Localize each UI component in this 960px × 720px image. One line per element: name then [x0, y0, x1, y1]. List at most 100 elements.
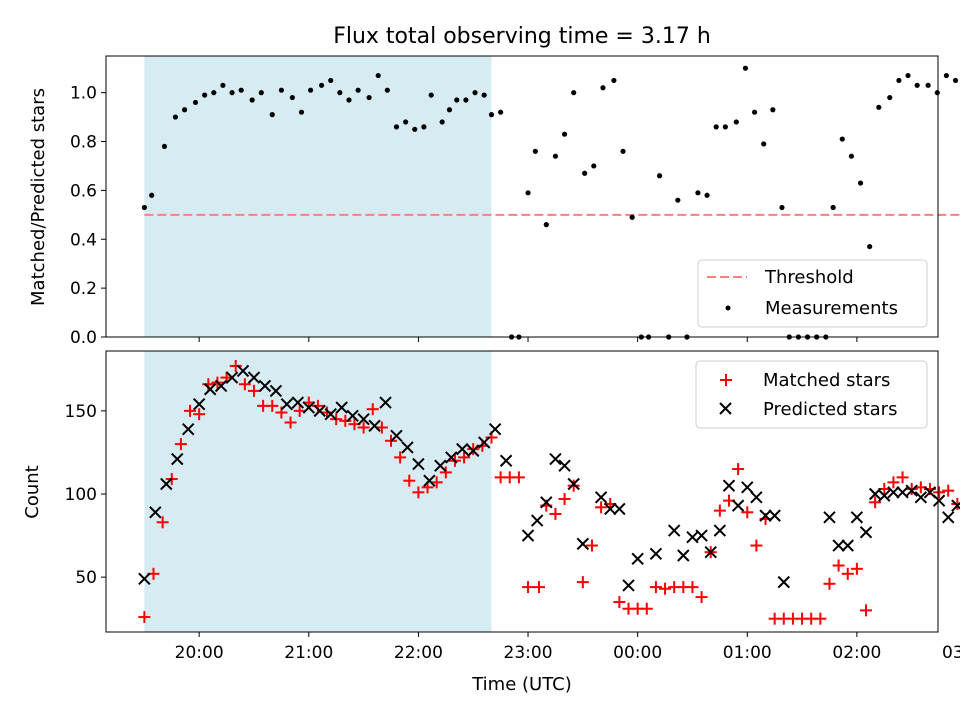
measurement-point — [463, 97, 469, 103]
predicted-star-point — [832, 539, 845, 552]
measurement-point — [848, 153, 855, 159]
predicted-star-point — [622, 579, 635, 592]
legend-measurements-label: Measurements — [765, 298, 898, 319]
predicted-star-point — [942, 511, 955, 524]
matched-star-point — [138, 611, 151, 624]
measurement-point — [629, 214, 635, 220]
predicted-stars-points — [138, 364, 960, 592]
measurement-point — [876, 104, 882, 110]
matched-star-point — [649, 581, 662, 594]
matched-star-point — [412, 486, 425, 499]
matched-star-point — [841, 567, 854, 580]
x-axis-label: Time (UTC) — [471, 674, 572, 695]
predicted-star-point — [149, 506, 162, 519]
predicted-star-point — [567, 477, 580, 491]
matched-star-point — [193, 408, 206, 421]
measurement-point — [308, 87, 314, 93]
predicted-star-point — [695, 529, 708, 542]
predicted-star-point — [905, 484, 918, 497]
predicted-star-point — [313, 404, 326, 418]
bottom-ytick-label: 150 — [65, 402, 97, 422]
measurement-point — [656, 173, 663, 179]
measurement-point — [498, 109, 504, 115]
measurement-point — [713, 124, 719, 130]
predicted-star-point — [649, 547, 663, 561]
matched-star-point — [659, 582, 672, 595]
measurement-point — [318, 82, 325, 88]
matched-star-point — [567, 479, 580, 492]
matched-star-point — [713, 504, 726, 517]
measurement-point — [952, 77, 959, 84]
matched-star-point — [403, 474, 416, 487]
predicted-star-point — [269, 384, 283, 398]
measurement-point — [229, 90, 235, 96]
predicted-star-point — [160, 477, 173, 491]
predicted-star-point — [324, 407, 337, 421]
predicted-star-point — [499, 454, 513, 467]
matched-star-point — [951, 497, 960, 510]
measurement-point — [857, 180, 864, 186]
matched-star-point — [430, 476, 443, 489]
predicted-star-point — [704, 545, 717, 559]
predicted-star-point — [677, 549, 690, 562]
predicted-star-point — [759, 509, 772, 522]
predicted-star-point — [540, 496, 553, 509]
predicted-star-point — [390, 429, 403, 443]
bottom-x-ticks: 20:00 21:00 22:00 23:00 00:00 01:00 02:00 03:00… — [175, 632, 960, 663]
measurement-point — [934, 90, 940, 96]
measurement-point — [141, 204, 147, 211]
matched-star-point — [750, 539, 763, 552]
measurement-point — [675, 197, 681, 203]
legend-matched-swatch — [720, 374, 732, 386]
measurement-point — [722, 124, 728, 130]
predicted-star-point — [335, 401, 348, 414]
bottom-ytick-label: 50 — [75, 568, 97, 588]
measurement-point — [591, 163, 597, 169]
matched-star-point — [522, 581, 535, 594]
predicted-star-point — [604, 502, 617, 516]
predicted-star-point — [549, 452, 562, 466]
chart-title: Flux total observing time = 3.17 h — [333, 24, 711, 49]
measurement-point — [943, 72, 950, 79]
predicted-star-point — [423, 474, 436, 487]
measurement-point — [249, 97, 255, 103]
predicted-star-point — [823, 511, 836, 524]
predicted-star-point — [291, 396, 305, 409]
measurement-point — [454, 97, 460, 103]
matched-star-point — [896, 471, 909, 484]
bottom-legend: Matched stars Predicted stars — [695, 360, 928, 429]
matched-star-point — [732, 463, 745, 476]
measurement-point — [393, 124, 400, 130]
measurement-point — [830, 204, 836, 211]
xtick-label: 23:00 — [504, 643, 553, 663]
measurement-point — [742, 65, 749, 71]
bottom-y-ticks: 50 100 150 — [65, 402, 106, 588]
matched-star-point — [229, 359, 242, 372]
measurement-point — [289, 94, 295, 101]
measurement-point — [532, 148, 538, 154]
xtick-label: 21:00 — [284, 643, 333, 663]
matched-star-point — [512, 471, 525, 484]
predicted-star-point — [467, 444, 480, 457]
measurement-point — [202, 92, 208, 98]
matched-stars-points — [138, 359, 960, 625]
observing-span-shade — [144, 56, 492, 337]
measurement-point — [172, 114, 179, 120]
matched-star-point — [695, 591, 708, 604]
predicted-star-point — [741, 481, 754, 494]
measurement-point — [896, 77, 902, 84]
legend-predicted-swatch — [719, 402, 732, 415]
predicted-star-point — [258, 379, 272, 393]
matched-star-point — [284, 416, 297, 429]
matched-star-point — [247, 384, 260, 397]
measurement-point — [328, 77, 334, 84]
predicted-star-point — [203, 383, 217, 396]
measurement-point — [238, 87, 244, 93]
measurement-point — [355, 87, 361, 93]
matched-star-point — [576, 576, 589, 589]
xtick-label: 01:00 — [723, 643, 772, 663]
matched-star-point — [613, 596, 626, 609]
predicted-star-point — [182, 422, 195, 436]
measurement-point — [779, 204, 785, 211]
matched-star-point — [467, 443, 480, 456]
